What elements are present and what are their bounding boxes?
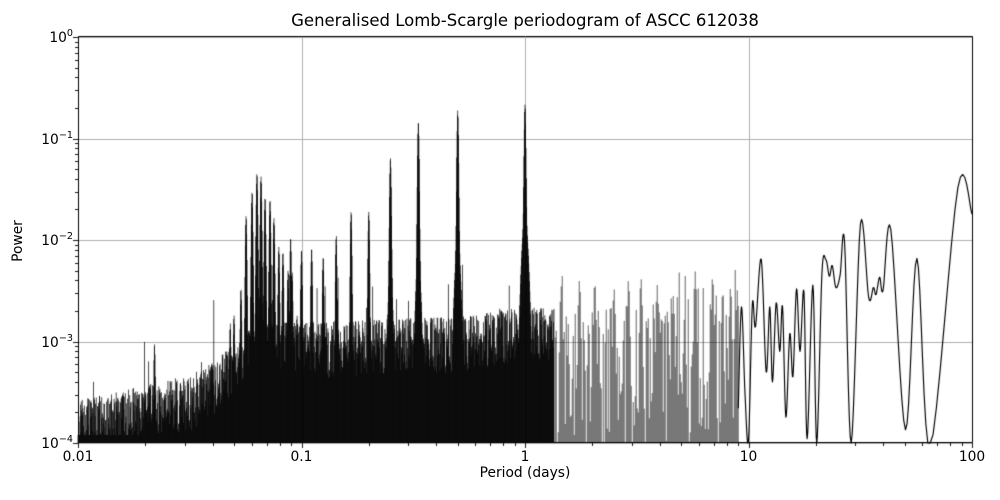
x-tick-label: 1 <box>520 449 530 465</box>
y-tick-label: 10−1 <box>41 129 73 148</box>
chart-title: Generalised Lomb-Scargle periodogram of … <box>291 11 759 30</box>
y-tick-label: 10−4 <box>41 434 73 452</box>
y-tick-label: 10−3 <box>41 332 73 351</box>
x-axis-label: Period (days) <box>479 465 571 481</box>
y-axis-label: Power <box>10 220 26 262</box>
x-tick-label: 0.1 <box>290 449 313 465</box>
y-tick-label: 100 <box>49 28 73 46</box>
y-tick-label: 10−2 <box>41 231 73 249</box>
x-tick-label: 100 <box>958 449 986 465</box>
x-tick-label: 10 <box>739 449 758 465</box>
x-tick-label: 0.01 <box>62 449 94 465</box>
